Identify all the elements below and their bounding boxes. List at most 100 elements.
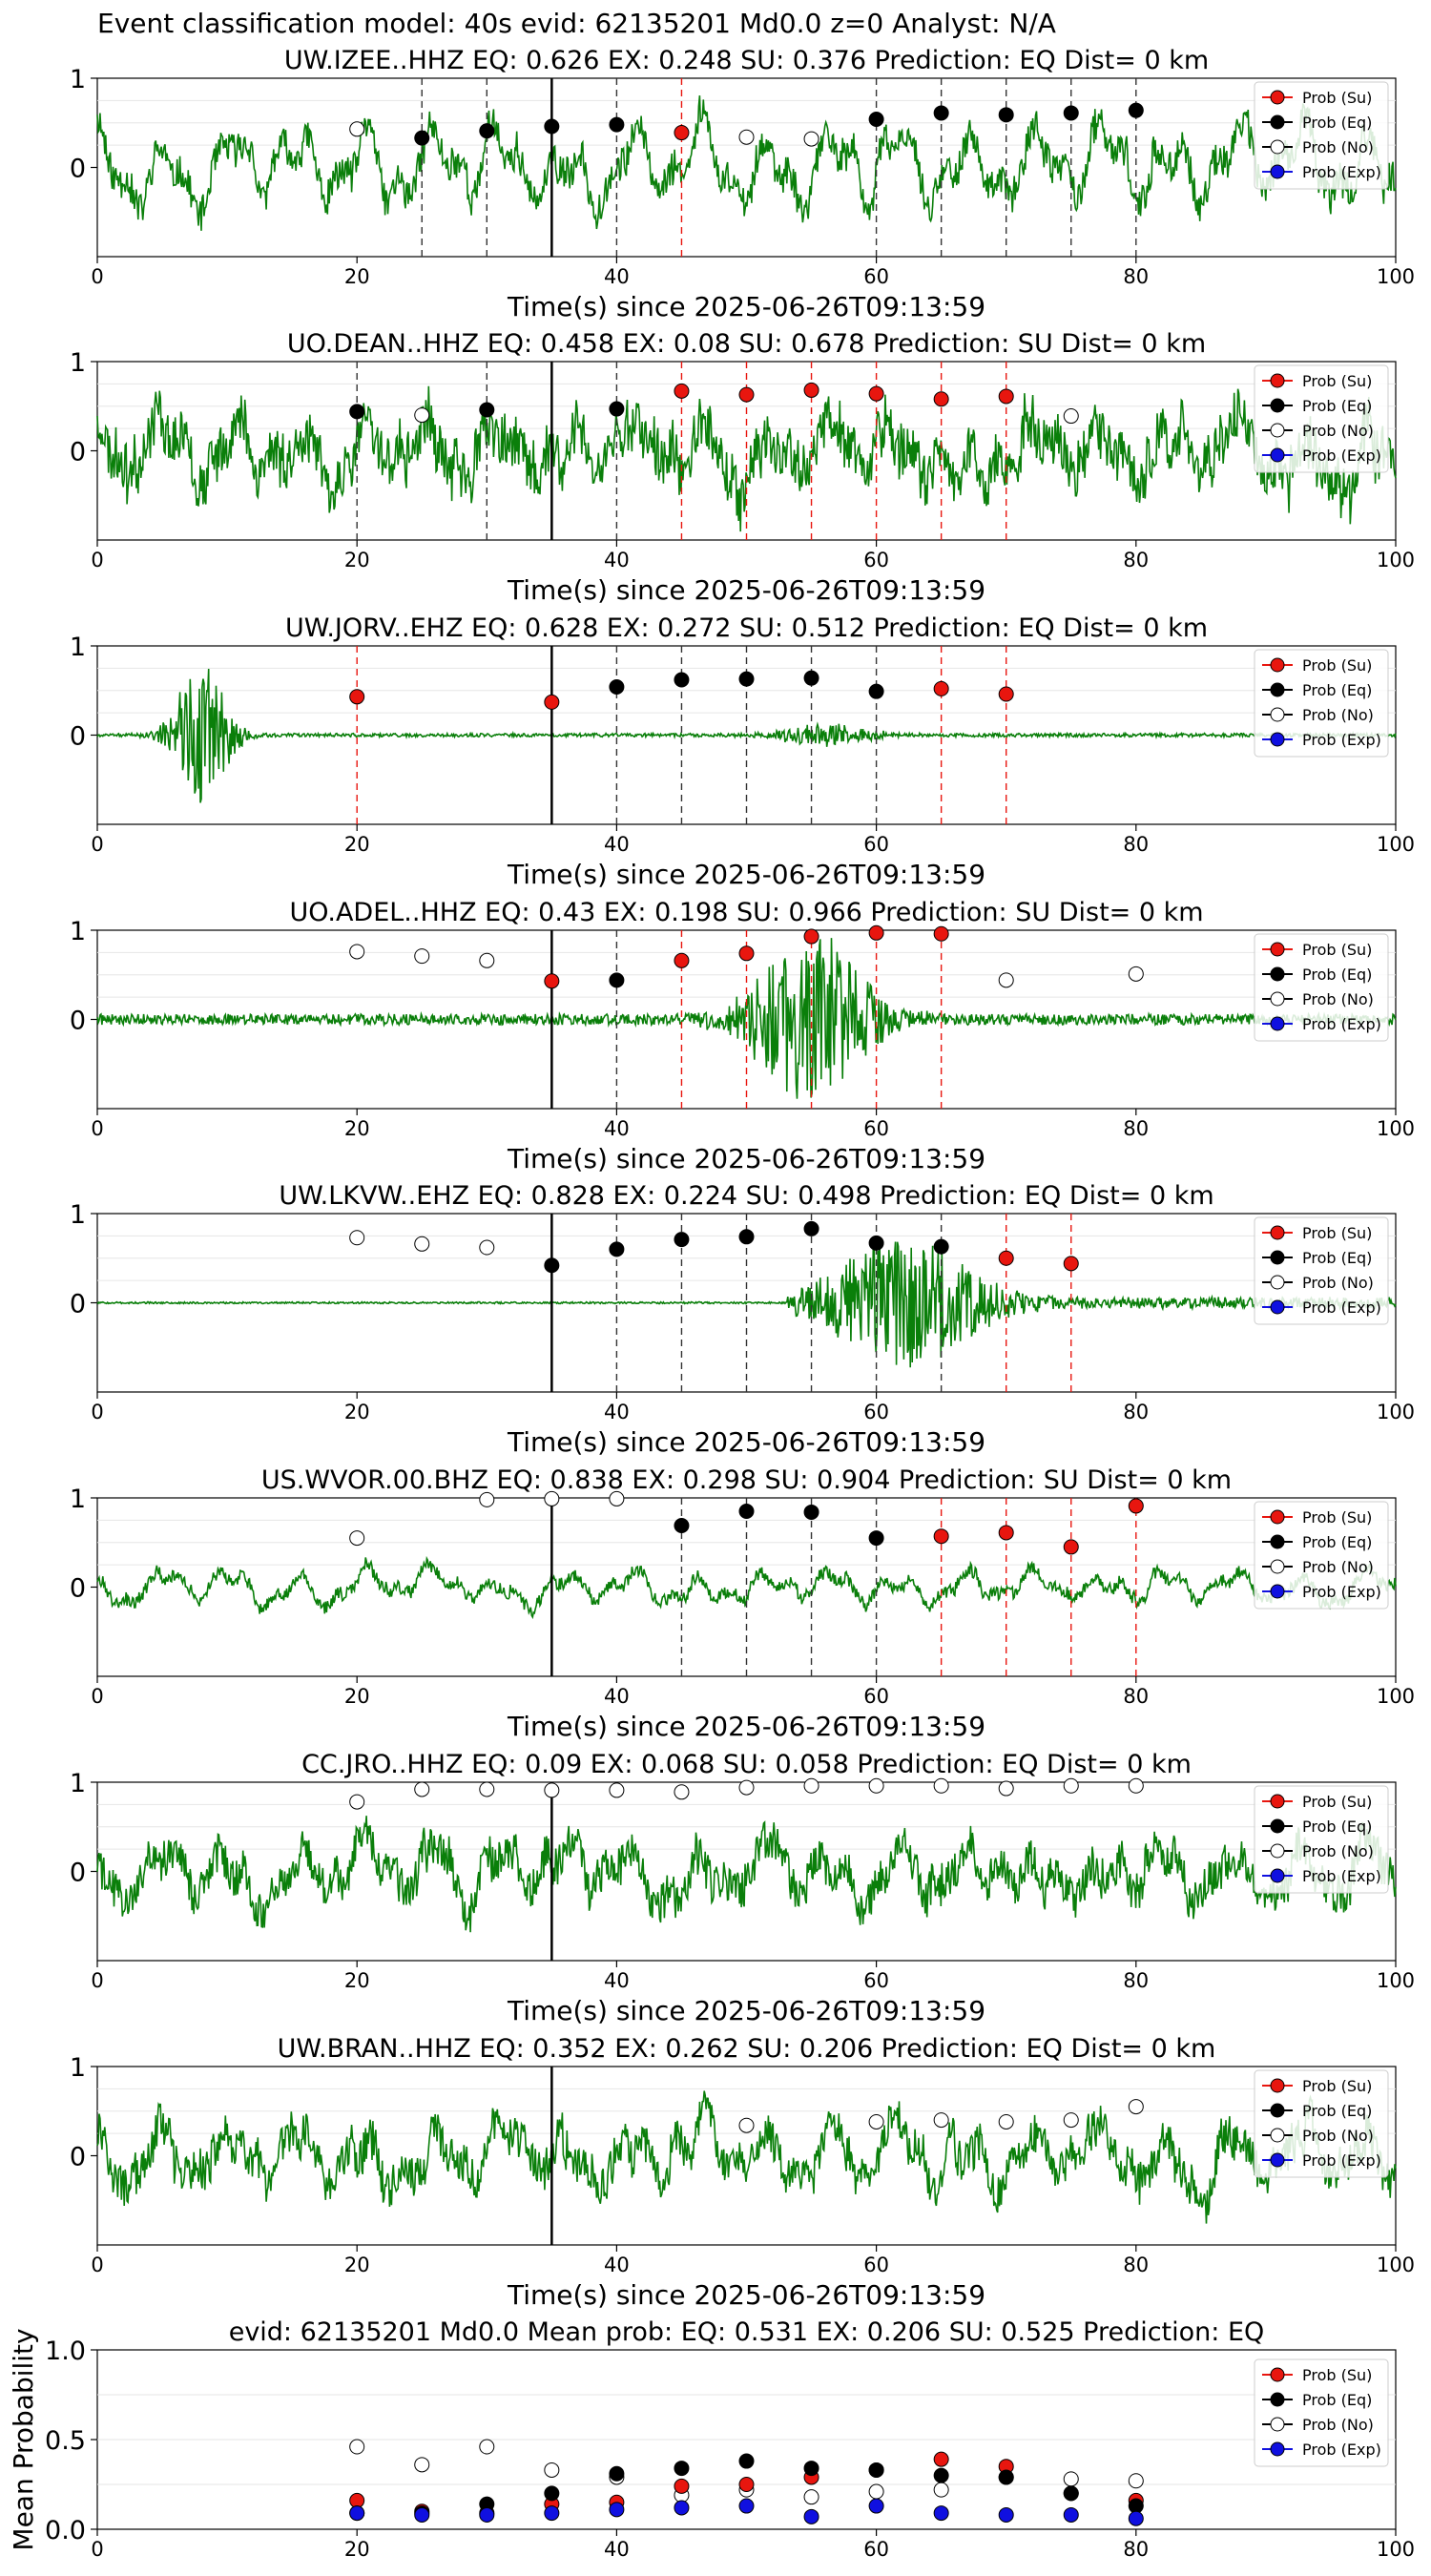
legend-label-no: Prob (No)	[1302, 990, 1374, 1008]
x-tick-label: 20	[344, 833, 370, 856]
legend-marker-no	[1270, 1843, 1285, 1859]
x-axis-label: Time(s) since 2025-06-26T09:13:59	[507, 291, 985, 322]
prob-point-eq	[803, 670, 819, 686]
waveform-trace	[96, 95, 1397, 231]
panel-title: UO.DEAN..HHZ EQ: 0.458 EX: 0.08 SU: 0.67…	[287, 329, 1206, 359]
y-tick-label: 0.0	[45, 2516, 86, 2545]
prob-point-su	[933, 680, 949, 696]
prob-point-su	[998, 686, 1014, 702]
prob-point-no	[738, 1779, 755, 1796]
prob-point-no	[1063, 408, 1079, 425]
legend-marker-eq	[1270, 1534, 1285, 1549]
x-tick-label: 0	[91, 2254, 103, 2276]
y-tick-label: 1	[70, 917, 86, 946]
prob-point-su	[674, 952, 690, 968]
prob-point-no	[868, 1777, 884, 1794]
prob-point-eq	[933, 1238, 949, 1255]
prob-point-no	[349, 121, 365, 137]
y-tick-label: 1	[70, 1485, 86, 1514]
legend-marker-su	[1270, 90, 1285, 105]
prob-point-su	[1128, 1498, 1144, 1514]
x-axis-label: Time(s) since 2025-06-26T09:13:59	[507, 859, 985, 890]
panel-title: evid: 62135201 Md0.0 Mean prob: EQ: 0.53…	[229, 2317, 1265, 2347]
mean-point-eq	[544, 2485, 560, 2502]
prob-point-eq	[609, 679, 625, 696]
legend-marker-su	[1270, 1794, 1285, 1809]
legend-label-su: Prob (Su)	[1302, 1508, 1372, 1527]
prob-point-eq	[674, 1232, 690, 1248]
prob-point-no	[803, 1777, 819, 1794]
prob-point-su	[868, 385, 884, 402]
prob-point-no	[609, 1782, 625, 1798]
mean-point-exp	[609, 2502, 625, 2518]
legend-marker-no	[1270, 139, 1285, 155]
legend-label-no: Prob (No)	[1302, 1274, 1374, 1292]
y-tick-label: 0.5	[45, 2426, 86, 2456]
prob-point-eq	[609, 972, 625, 988]
y-tick-label: 0	[70, 722, 86, 752]
legend-marker-no	[1270, 2417, 1285, 2432]
legend-marker-exp	[1270, 1016, 1285, 1031]
x-tick-label: 100	[1377, 265, 1415, 288]
panel-title: UW.IZEE..HHZ EQ: 0.626 EX: 0.248 SU: 0.3…	[284, 46, 1209, 75]
legend-label-exp: Prob (Exp)	[1302, 2441, 1381, 2459]
panel-title: UW.LKVW..EHZ EQ: 0.828 EX: 0.224 SU: 0.4…	[279, 1181, 1213, 1211]
legend-marker-eq	[1270, 2392, 1285, 2407]
legend-marker-su	[1270, 2078, 1285, 2093]
legend-label-eq: Prob (Eq)	[1302, 114, 1372, 132]
station-panel-1: UW.IZEE..HHZ EQ: 0.626 EX: 0.248 SU: 0.3…	[70, 46, 1415, 322]
x-tick-label: 20	[344, 2254, 370, 2276]
prob-point-eq	[998, 107, 1014, 123]
mean-point-su	[933, 2451, 949, 2467]
prob-point-no	[1063, 2112, 1079, 2129]
legend-label-no: Prob (No)	[1302, 138, 1374, 156]
prob-point-no	[998, 2113, 1014, 2129]
mean-point-exp	[674, 2500, 690, 2516]
legend-box	[1254, 649, 1389, 758]
legend-label-exp: Prob (Exp)	[1302, 1867, 1381, 1885]
mean-point-eq	[1063, 2485, 1079, 2502]
prob-point-no	[1128, 2099, 1144, 2115]
legend-marker-eq	[1270, 114, 1285, 130]
mean-probability-panel: evid: 62135201 Md0.0 Mean prob: EQ: 0.53…	[8, 2317, 1415, 2561]
legend-box	[1254, 1785, 1389, 1894]
legend-marker-exp	[1270, 2152, 1285, 2168]
x-tick-label: 40	[604, 1401, 630, 1423]
legend-marker-no	[1270, 991, 1285, 1007]
x-tick-label: 100	[1377, 1117, 1415, 1140]
prob-point-su	[933, 925, 949, 942]
x-tick-label: 80	[1123, 1685, 1149, 1708]
legend-label-eq: Prob (Eq)	[1302, 2391, 1372, 2409]
y-tick-label: 0	[70, 1574, 86, 1604]
x-axis-label: Time(s) since 2025-06-26T09:13:59	[507, 1143, 985, 1174]
prob-point-no	[479, 1491, 495, 1507]
prob-point-eq	[414, 130, 430, 146]
prob-point-no	[349, 944, 365, 960]
prob-point-no	[933, 1777, 949, 1794]
legend-marker-exp	[1270, 2441, 1285, 2457]
prob-point-eq	[868, 112, 884, 128]
y-tick-label: 0	[70, 1007, 86, 1036]
legend-label-eq: Prob (Eq)	[1302, 681, 1372, 699]
prob-point-su	[674, 125, 690, 141]
panel-title: US.WVOR.00.BHZ EQ: 0.838 EX: 0.298 SU: 0…	[261, 1465, 1232, 1495]
prob-point-no	[479, 952, 495, 968]
mean-point-eq	[674, 2461, 690, 2477]
x-tick-label: 80	[1123, 833, 1149, 856]
prob-point-no	[479, 1239, 495, 1256]
x-tick-label: 40	[604, 1969, 630, 1992]
legend-label-su: Prob (Su)	[1302, 1793, 1372, 1811]
panel-title: UW.BRAN..HHZ EQ: 0.352 EX: 0.262 SU: 0.2…	[278, 2034, 1216, 2064]
y-tick-label: 1	[70, 348, 86, 378]
prob-point-su	[544, 973, 560, 989]
x-tick-label: 0	[91, 1401, 103, 1423]
prob-point-su	[998, 1525, 1014, 1541]
prob-point-eq	[868, 683, 884, 699]
prob-point-eq	[803, 1220, 819, 1236]
prob-point-eq	[933, 105, 949, 121]
panel-title: UW.JORV..EHZ EQ: 0.628 EX: 0.272 SU: 0.5…	[285, 613, 1208, 643]
prob-point-eq	[479, 123, 495, 139]
legend-label-no: Prob (No)	[1302, 2127, 1374, 2145]
prob-point-no	[738, 2117, 755, 2133]
